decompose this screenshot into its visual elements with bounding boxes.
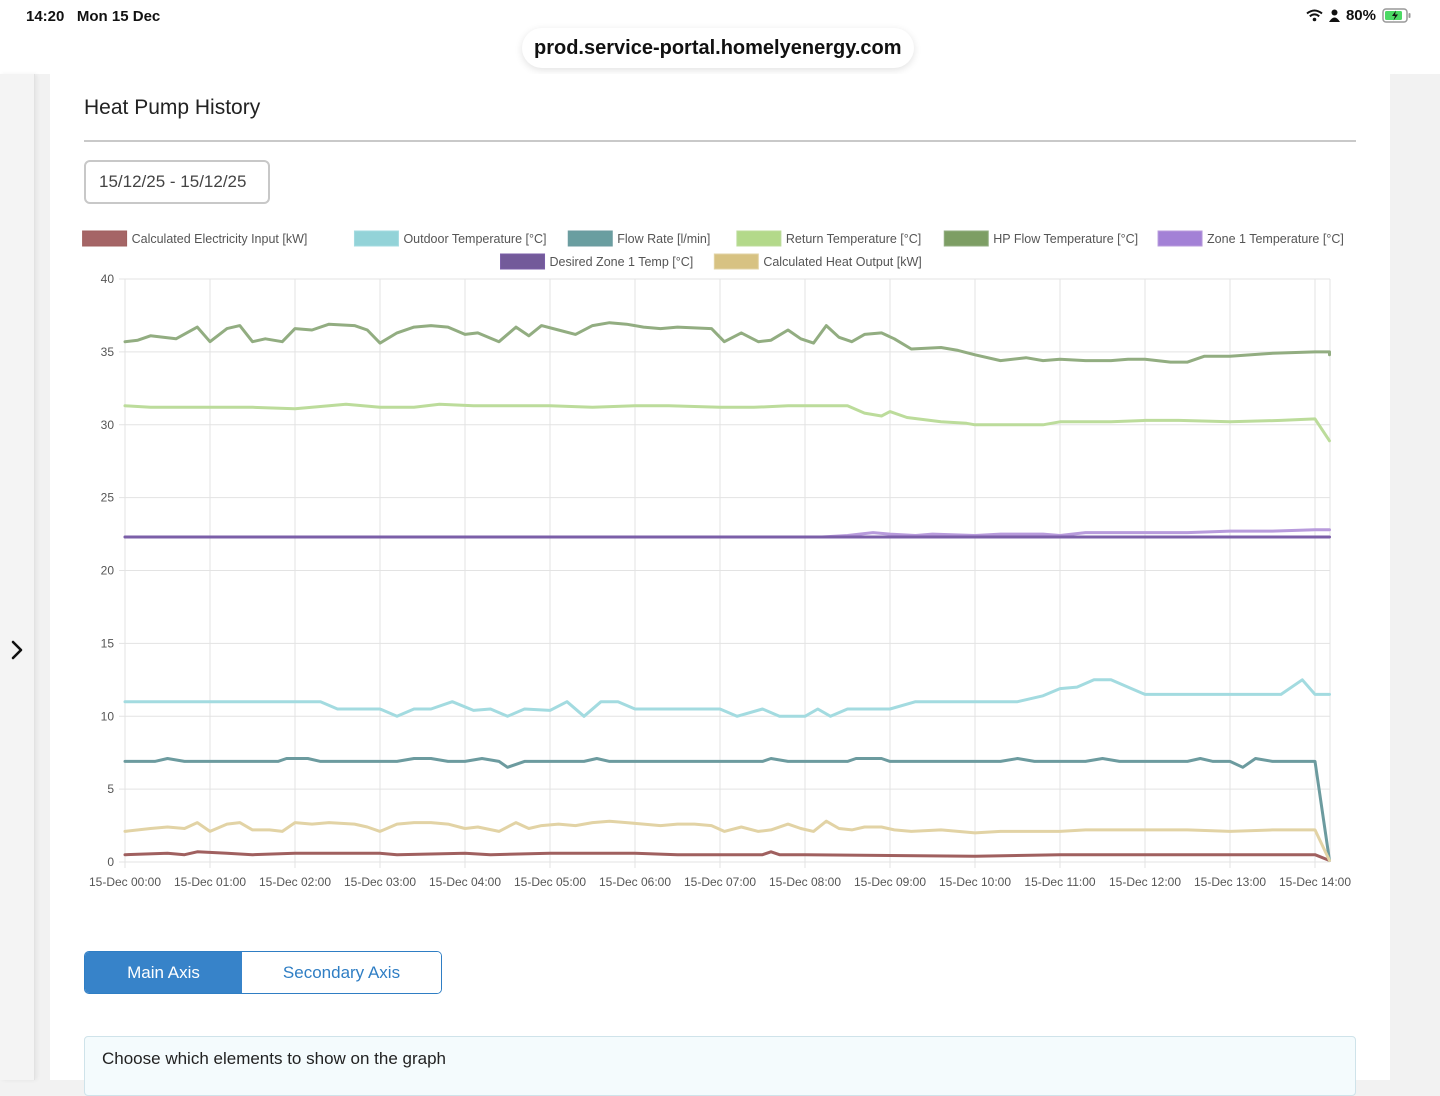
legend-swatch <box>1157 230 1203 247</box>
secondary-axis-button[interactable]: Secondary Axis <box>242 952 441 993</box>
legend-label: Desired Zone 1 Temp [°C] <box>550 255 694 269</box>
y-tick-label: 25 <box>101 491 115 505</box>
series-line-4 <box>123 402 1331 443</box>
graph-elements-title: Choose which elements to show on the gra… <box>102 1049 446 1068</box>
legend-swatch <box>500 253 546 270</box>
y-tick-label: 5 <box>107 782 114 796</box>
x-tick-label: 15-Dec 00:00 <box>89 875 161 889</box>
legend-label: Flow Rate [l/min] <box>617 232 710 246</box>
clock-date: Mon 15 Dec <box>76 8 161 25</box>
legend-swatch <box>567 230 613 247</box>
y-tick-label: 15 <box>101 636 115 650</box>
y-tick-label: 35 <box>101 345 115 359</box>
battery-charging-icon <box>1382 8 1411 23</box>
ios-status-bar: 14:20 Mon 15 Dec 80% prod.service-portal… <box>0 0 1440 74</box>
clock-time: 14:20 <box>26 8 65 25</box>
main-axis-button[interactable]: Main Axis <box>85 952 242 993</box>
legend-swatch <box>736 230 782 247</box>
x-tick-label: 15-Dec 03:00 <box>344 875 416 889</box>
chevron-right-icon[interactable] <box>10 640 24 660</box>
legend-label: Calculated Electricity Input [kW] <box>132 232 308 246</box>
x-tick-label: 15-Dec 09:00 <box>854 875 926 889</box>
series-line-1 <box>123 850 1331 862</box>
legend-label: HP Flow Temperature [°C] <box>993 232 1138 246</box>
series-line-8 <box>123 819 1331 862</box>
series-line-2 <box>123 678 1331 718</box>
x-tick-label: 15-Dec 13:00 <box>1194 875 1266 889</box>
legend-label: Outdoor Temperature [°C] <box>403 232 546 246</box>
x-tick-label: 15-Dec 02:00 <box>259 875 331 889</box>
legend-swatch <box>82 230 128 247</box>
x-tick-label: 15-Dec 12:00 <box>1109 875 1181 889</box>
status-indicators: 80% <box>1306 7 1412 24</box>
sidebar-toggle-tab[interactable] <box>0 74 35 1080</box>
legend-swatch <box>943 230 989 247</box>
legend-swatch <box>713 253 759 270</box>
x-tick-label: 15-Dec 01:00 <box>174 875 246 889</box>
x-tick-label: 15-Dec 05:00 <box>514 875 586 889</box>
page-title: Heat Pump History <box>84 96 261 119</box>
address-bar[interactable]: prod.service-portal.homelyenergy.com <box>522 28 914 68</box>
series-line-6 <box>123 528 1331 539</box>
y-tick-label: 10 <box>101 709 115 723</box>
legend-label: Return Temperature [°C] <box>786 232 921 246</box>
legend-swatch <box>353 230 399 247</box>
battery-percent: 80% <box>1345 7 1376 24</box>
series-line-3 <box>123 757 1331 862</box>
y-tick-label: 30 <box>101 418 115 432</box>
axis-toggle-group: Main Axis Secondary Axis <box>84 951 442 994</box>
wifi-icon <box>1306 9 1323 22</box>
legend-label: Zone 1 Temperature [°C] <box>1207 232 1344 246</box>
graph-elements-section: Choose which elements to show on the gra… <box>84 1036 1356 1096</box>
series-line-5 <box>123 321 1331 364</box>
title-divider <box>84 140 1356 142</box>
status-time: 14:20 Mon 15 Dec <box>26 8 160 25</box>
url-text: prod.service-portal.homelyenergy.com <box>534 36 902 59</box>
x-tick-label: 15-Dec 10:00 <box>939 875 1011 889</box>
y-tick-label: 40 <box>101 272 115 286</box>
legend-label: Calculated Heat Output [kW] <box>763 255 921 269</box>
x-tick-label: 15-Dec 08:00 <box>769 875 841 889</box>
x-tick-label: 15-Dec 06:00 <box>599 875 671 889</box>
date-range-picker[interactable]: 15/12/25 - 15/12/25 <box>84 160 270 204</box>
x-tick-label: 15-Dec 04:00 <box>429 875 501 889</box>
y-tick-label: 0 <box>107 855 114 869</box>
x-tick-label: 15-Dec 07:00 <box>684 875 756 889</box>
date-range-value: 15/12/25 - 15/12/25 <box>99 172 247 191</box>
y-tick-label: 20 <box>101 564 115 578</box>
person-icon <box>1328 9 1340 22</box>
x-tick-label: 15-Dec 11:00 <box>1024 875 1095 889</box>
x-tick-label: 15-Dec 14:00 <box>1279 875 1351 889</box>
